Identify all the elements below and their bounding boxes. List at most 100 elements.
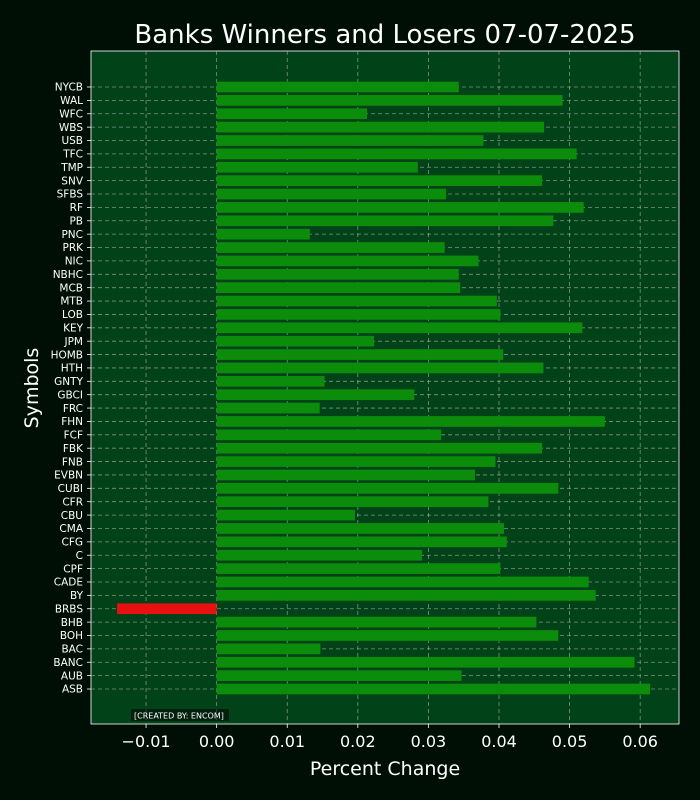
y-tick-label: CUBI: [58, 483, 83, 495]
bar-wbs: [216, 121, 545, 133]
y-tick-label: BHB: [61, 617, 83, 629]
y-tick-label: USB: [61, 135, 83, 147]
bar-by: [216, 590, 596, 601]
y-tick-label: CADE: [54, 577, 83, 589]
bar-cubi: [216, 482, 559, 494]
bar-boh: [216, 630, 559, 641]
y-tick-label: FRC: [63, 403, 83, 415]
x-tick-label: 0.04: [481, 732, 517, 751]
x-axis-label: Percent Change: [310, 758, 460, 780]
y-tick-label: SFBS: [57, 189, 84, 201]
y-tick-label: HOMB: [51, 349, 83, 361]
y-tick-label: WBS: [59, 122, 83, 134]
bar-pb: [216, 215, 554, 227]
bar-fnb: [216, 456, 496, 467]
bar-cbu: [216, 509, 355, 521]
bar-lob: [216, 309, 501, 320]
bar-fcf: [216, 429, 442, 441]
bar-gnty: [216, 375, 325, 387]
y-tick-label: PRK: [62, 242, 84, 254]
y-tick-label: WAL: [60, 95, 83, 107]
bar-brbs: [117, 603, 217, 615]
bar-c: [216, 549, 423, 561]
y-tick-label: GBCI: [57, 389, 83, 401]
bar-wal: [216, 95, 563, 106]
bar-snv: [216, 175, 543, 186]
y-tick-label: ASB: [62, 684, 83, 696]
bar-gbci: [216, 389, 415, 401]
y-tick-label: CFR: [62, 496, 83, 508]
bar-tfc: [216, 148, 577, 160]
bars: [117, 81, 651, 695]
y-tick-label: CPF: [63, 563, 83, 575]
bar-evbn: [216, 469, 475, 481]
bar-wfc: [216, 108, 367, 120]
y-axis-label: Symbols: [21, 348, 43, 429]
y-tick-label: FBK: [63, 443, 84, 455]
bar-pnc: [216, 228, 310, 240]
bar-nic: [216, 255, 479, 267]
bar-homb: [216, 349, 504, 360]
credit-box: [131, 709, 229, 721]
bar-sfbs: [216, 188, 447, 200]
bar-asb: [216, 683, 651, 695]
y-tick-label: CBU: [61, 510, 83, 522]
bar-nbhc: [216, 268, 459, 280]
bar-fbk: [216, 442, 543, 454]
bar-bhb: [216, 616, 537, 628]
x-tick-label: 0.05: [552, 732, 588, 751]
y-tick-label: C: [76, 550, 83, 562]
y-tick-label: BY: [70, 590, 84, 602]
y-tick-label: SNV: [61, 175, 84, 187]
bar-hth: [216, 362, 544, 374]
y-tick-label: CMA: [59, 523, 83, 535]
y-tick-label: CFG: [61, 537, 83, 549]
y-tick-label: NBHC: [53, 269, 83, 281]
x-tick-label: 0.02: [340, 732, 376, 751]
bar-mtb: [216, 295, 497, 307]
bar-aub: [216, 670, 462, 681]
bar-usb: [216, 135, 484, 146]
bar-banc: [216, 656, 635, 668]
y-tick-label: TMP: [60, 162, 83, 174]
bar-bac: [216, 643, 321, 655]
y-tick-label: BAC: [61, 644, 83, 656]
bar-fhn: [216, 416, 605, 427]
y-tick-label: AUB: [61, 670, 83, 682]
x-axis-ticks: −0.01 0.00 0.01 0.02 0.03 0.04 0.05 0.06: [122, 724, 658, 751]
y-tick-label: HTH: [61, 363, 83, 375]
y-tick-label: JPM: [64, 336, 84, 348]
y-tick-label: FHN: [61, 416, 83, 428]
bar-key: [216, 322, 583, 334]
x-tick-label: 0.03: [411, 732, 447, 751]
y-tick-label: KEY: [63, 323, 84, 335]
y-tick-label: BRBS: [55, 603, 84, 615]
bar-cfg: [216, 536, 507, 548]
x-tick-label: 0.00: [199, 732, 235, 751]
y-tick-label: FNB: [62, 456, 83, 468]
bar-rf: [216, 202, 584, 213]
y-tick-label: NIC: [65, 256, 83, 268]
y-tick-label: NYCB: [55, 82, 83, 94]
bar-prk: [216, 242, 445, 253]
bar-nycb: [216, 81, 459, 93]
y-tick-label: PNC: [61, 229, 83, 241]
bar-jpm: [216, 335, 375, 347]
y-tick-label: GNTY: [54, 376, 83, 388]
chart-title: Banks Winners and Losers 07-07-2025: [134, 20, 635, 50]
y-tick-label: RF: [70, 202, 83, 214]
y-tick-label: MCB: [59, 282, 83, 294]
y-tick-label: PB: [69, 215, 83, 227]
bar-cpf: [216, 563, 501, 574]
bar-mcb: [216, 282, 461, 294]
credit-label: [CREATED BY: ENCOM]: [134, 712, 224, 721]
y-tick-label: TFC: [62, 149, 83, 161]
y-tick-label: WFC: [59, 108, 83, 120]
y-tick-label: MTB: [60, 296, 83, 308]
y-tick-label: LOB: [62, 309, 83, 321]
bar-cade: [216, 576, 589, 588]
bar-frc: [216, 402, 320, 414]
x-tick-label: 0.06: [622, 732, 658, 751]
bar-cfr: [216, 496, 489, 508]
